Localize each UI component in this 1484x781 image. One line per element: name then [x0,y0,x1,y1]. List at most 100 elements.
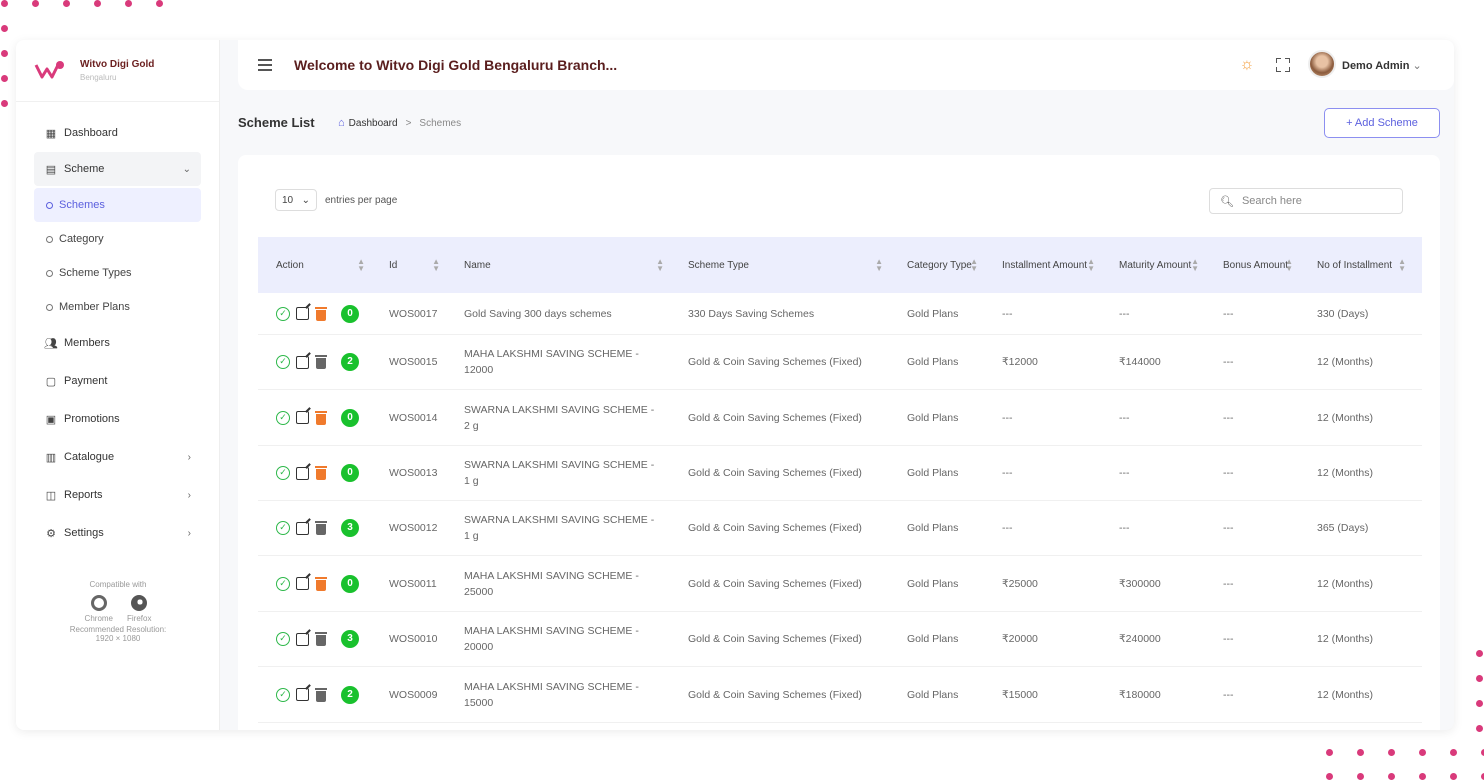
installment-count-cell: 330 (Days) [1317,307,1369,320]
installment-count-cell: 12 (Months) [1317,633,1374,645]
delete-icon[interactable] [315,632,327,646]
edit-icon[interactable] [296,411,309,424]
column-header[interactable]: Category Type ▲ ▼ [889,258,984,273]
column-header[interactable]: Action ▲ ▼ [258,258,371,273]
column-header[interactable]: Bonus Amount ▲ ▼ [1205,258,1299,273]
fullscreen-icon[interactable] [1276,58,1290,72]
delete-icon[interactable] [315,355,327,369]
installment-amount-cell: ₹15000 [1002,688,1038,701]
bonus-amount-cell: --- [1223,577,1234,590]
delete-icon[interactable] [315,306,327,321]
sort-icon[interactable]: ▲ ▼ [1191,257,1199,273]
sort-icon[interactable]: ▲ ▼ [1087,257,1095,273]
delete-icon[interactable] [315,410,327,425]
sidebar-subitem-scheme-types[interactable]: Scheme Types [34,256,201,290]
category-type-cell: Gold Plans [907,411,959,424]
sort-icon[interactable]: ▲ ▼ [1285,257,1293,273]
sort-icon[interactable]: ▲ ▼ [875,257,883,273]
approve-icon[interactable]: ✓ [276,466,290,480]
brand[interactable]: Witvo Digi Gold Bengaluru [16,40,219,102]
maturity-amount-cell: ₹180000 [1119,688,1161,701]
approve-icon[interactable]: ✓ [276,306,290,321]
compat-title: Compatible with [89,580,147,589]
user-avatar[interactable] [1308,50,1336,78]
maturity-amount-cell: ₹144000 [1119,356,1161,368]
sidebar-item-catalogue[interactable]: ▥ Catalogue › [34,438,201,476]
chevron-right-icon: › [187,489,191,501]
column-header-label: No of Installment [1317,259,1393,271]
sidebar-item-dashboard[interactable]: ▦ Dashboard [34,114,201,152]
sidebar-item-promotions[interactable]: ▣ Promotions [34,400,201,438]
row-actions: ✓ 2 [258,685,371,704]
edit-icon[interactable] [296,466,309,480]
maturity-amount-cell: --- [1119,467,1130,479]
member-count-badge[interactable]: 3 [341,630,359,648]
bullet-icon [46,235,53,243]
settings-icon: ⚙ [46,527,56,540]
user-menu[interactable]: Demo Admin ⌄ [1342,59,1422,72]
sidebar-item-settings[interactable]: ⚙ Settings › [34,514,201,552]
delete-icon[interactable] [315,521,327,535]
sidebar-item-scheme[interactable]: ▤ Scheme ⌄ [34,152,201,186]
edit-icon[interactable] [296,307,309,320]
approve-icon[interactable]: ✓ [276,576,290,591]
column-header[interactable]: Id ▲ ▼ [371,258,446,273]
sidebar-item-members[interactable]: 👥︎ Members [34,324,201,362]
sort-icon[interactable]: ▲ ▼ [432,257,440,273]
member-count-badge[interactable]: 2 [341,685,359,704]
decor-dot [1419,749,1426,756]
approve-icon[interactable]: ✓ [276,355,290,369]
approve-icon[interactable]: ✓ [276,687,290,702]
column-header[interactable]: Maturity Amount ▲ ▼ [1101,258,1205,273]
member-count-badge[interactable]: 0 [341,464,359,482]
edit-icon[interactable] [296,688,309,701]
decor-dot [1326,773,1333,780]
sort-icon[interactable]: ▲ ▼ [970,257,978,273]
add-scheme-button[interactable]: + Add Scheme [1324,108,1440,138]
delete-icon[interactable] [315,576,327,591]
member-count-badge[interactable]: 0 [341,574,359,593]
page-header: Scheme List ⌂ Dashboard > Schemes + Add … [238,108,1454,138]
sidebar-item-payment[interactable]: ▢ Payment [34,362,201,400]
edit-icon[interactable] [296,355,309,369]
sidebar-subitem-member-plans[interactable]: Member Plans [34,290,201,324]
theme-toggle-sun-icon[interactable]: ☼ [1239,56,1255,73]
sidebar-subitem-schemes[interactable]: Schemes [34,188,201,222]
resolution-label: Recommended Resolution: [69,625,167,634]
delete-icon[interactable] [315,687,327,702]
approve-icon[interactable]: ✓ [276,632,290,646]
menu-toggle-icon[interactable] [258,59,272,71]
row-actions: ✓ 0 [258,304,371,323]
delete-icon[interactable] [315,466,327,480]
edit-icon[interactable] [296,632,309,646]
chevron-down-icon: ⌄ [1412,60,1422,72]
member-count-badge[interactable]: 0 [341,304,359,323]
approve-icon[interactable]: ✓ [276,521,290,535]
column-header[interactable]: Scheme Type ▲ ▼ [670,258,889,273]
breadcrumb-dashboard-link[interactable]: Dashboard [348,117,398,129]
member-count-badge[interactable]: 2 [341,353,359,371]
scheme-type-cell: Gold & Coin Saving Schemes (Fixed) [688,522,862,534]
bullet-icon [46,303,53,311]
entries-per-page: 10 ⌄ entries per page [275,189,397,211]
column-header[interactable]: Installment Amount ▲ ▼ [984,258,1101,273]
decor-dot [63,0,70,7]
member-count-badge[interactable]: 0 [341,408,359,427]
decor-dot [1476,725,1483,732]
sort-icon[interactable]: ▲ ▼ [1398,257,1406,273]
approve-icon[interactable]: ✓ [276,410,290,425]
column-header[interactable]: Name ▲ ▼ [446,258,670,273]
sidebar-subitem-category[interactable]: Category [34,222,201,256]
clipboard-icon: ▢ [45,375,57,388]
sort-icon[interactable]: ▲ ▼ [656,257,664,273]
search-input[interactable]: 🔍︎ Search here [1209,188,1403,214]
entries-select[interactable]: 10 ⌄ [275,189,317,211]
installment-count-cell: 12 (Months) [1317,577,1374,590]
sort-icon[interactable]: ▲ ▼ [357,257,365,273]
scheme-id-cell: WOS0011 [389,577,437,590]
edit-icon[interactable] [296,577,309,590]
column-header[interactable]: No of Installment ▲ ▼ [1299,258,1412,273]
edit-icon[interactable] [296,521,309,535]
member-count-badge[interactable]: 3 [341,519,359,537]
sidebar-item-reports[interactable]: ◫ Reports › [34,476,201,514]
